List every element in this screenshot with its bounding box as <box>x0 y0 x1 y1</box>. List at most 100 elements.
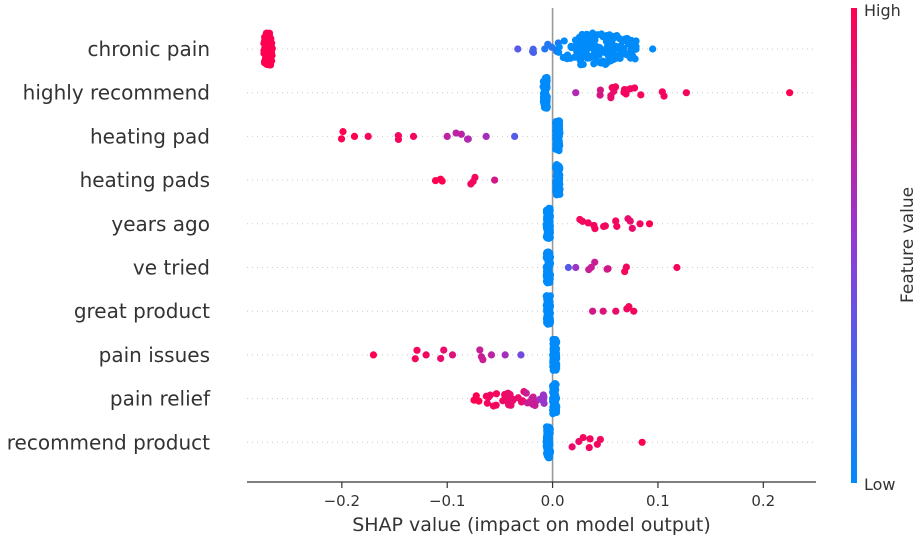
shap-point <box>596 91 604 99</box>
shap-point <box>538 396 547 404</box>
shap-point <box>369 351 378 359</box>
shap-point <box>436 175 445 183</box>
x-tick-label: −0.2 <box>324 492 360 510</box>
x-tick-label: 0.0 <box>541 492 565 510</box>
shap-point <box>440 346 448 354</box>
feature-label: years ago <box>111 212 210 236</box>
shap-point <box>555 146 563 155</box>
shap-point <box>623 305 631 313</box>
shap-point <box>546 260 554 268</box>
shap-point <box>682 89 690 97</box>
shap-point <box>555 43 563 51</box>
shap-point <box>581 46 589 54</box>
shap-point <box>545 271 553 279</box>
shap-point <box>501 351 509 359</box>
shap-point <box>422 351 430 359</box>
shap-point <box>600 222 608 231</box>
shap-point <box>544 212 553 220</box>
shap-point <box>591 225 599 233</box>
shap-point <box>409 132 418 140</box>
shap-point <box>337 135 346 143</box>
shap-point <box>471 173 479 181</box>
shap-point <box>673 263 681 272</box>
shap-point <box>529 45 537 53</box>
shap-point <box>413 346 421 354</box>
shap-point <box>265 60 273 68</box>
shap-point <box>607 94 615 102</box>
feature-label: great product <box>74 299 210 323</box>
shap-point <box>464 135 472 143</box>
shap-point <box>596 435 604 444</box>
shap-point <box>572 89 580 97</box>
row-gridlines <box>247 48 816 443</box>
shap-point <box>623 34 631 43</box>
shap-point <box>607 57 615 65</box>
shap-point <box>564 263 572 272</box>
shap-point <box>620 44 628 52</box>
colorbar-low-label: Low <box>864 475 896 494</box>
shap-point <box>591 43 599 51</box>
shap-point <box>437 354 445 363</box>
shap-point <box>544 434 552 442</box>
feature-label: recommend product <box>7 430 210 454</box>
shap-point <box>544 452 552 460</box>
shap-point <box>586 435 594 443</box>
shap-point <box>543 77 551 85</box>
shap-point <box>560 37 568 45</box>
shap-point <box>628 224 636 232</box>
shap-point <box>615 52 623 60</box>
shap-point <box>577 51 585 60</box>
shap-point <box>595 50 603 58</box>
x-tick-label: −0.1 <box>429 492 465 510</box>
shap-point <box>632 38 640 46</box>
shap-point <box>555 48 563 56</box>
shap-point <box>613 222 621 230</box>
shap-point <box>543 217 551 226</box>
shap-point <box>448 351 457 359</box>
shap-point <box>548 43 556 51</box>
shap-point <box>517 351 525 359</box>
colorbar: High Low Feature value <box>851 1 918 494</box>
shap-point <box>572 263 580 272</box>
shap-point <box>632 45 640 53</box>
shap-point <box>262 44 270 52</box>
shap-point <box>609 35 617 43</box>
shap-point <box>603 265 611 273</box>
shap-point <box>637 91 645 99</box>
shap-point <box>584 219 592 227</box>
shap-point <box>587 32 596 40</box>
shap-point <box>545 249 554 257</box>
shap-point <box>612 217 620 225</box>
shap-point <box>579 433 587 442</box>
shap-point <box>630 307 638 315</box>
shap-point <box>577 36 586 44</box>
feature-label: heating pad <box>90 124 210 148</box>
shap-point <box>608 84 616 92</box>
colorbar-gradient <box>851 8 857 483</box>
shap-point <box>554 186 563 194</box>
shap-point <box>630 84 639 92</box>
shap-point <box>592 55 600 63</box>
shap-point <box>599 57 607 65</box>
shap-point <box>621 267 629 276</box>
shap-point <box>394 132 402 140</box>
shap-point <box>443 132 451 140</box>
colorbar-title: Feature value <box>898 187 918 303</box>
shap-point <box>364 132 372 140</box>
shap-point <box>626 217 634 225</box>
shap-point <box>564 53 572 61</box>
shap-point <box>482 132 490 140</box>
shap-point <box>545 443 553 451</box>
shap-point <box>472 392 480 400</box>
shap-point <box>551 389 559 397</box>
shap-point <box>585 266 593 274</box>
shap-point <box>568 443 576 451</box>
shap-point <box>452 129 460 137</box>
feature-labels: chronic pain highly recommend heating pad h… <box>7 37 211 454</box>
shap-point <box>556 127 564 135</box>
shap-point <box>553 137 561 145</box>
shap-point <box>268 39 276 47</box>
shap-point <box>645 220 654 228</box>
shap-point <box>511 132 519 140</box>
